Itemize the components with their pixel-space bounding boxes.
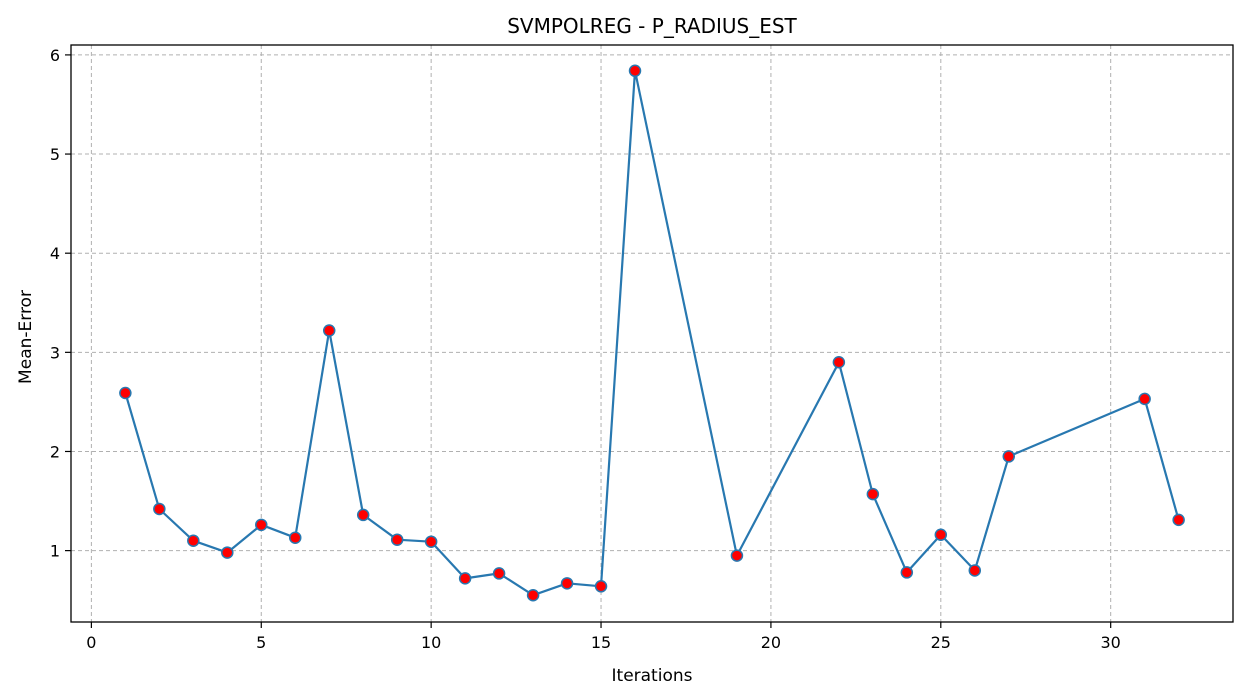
data-point	[221, 546, 234, 559]
data-series	[119, 64, 1185, 602]
y-axis-ticks: 1 2 3 4 5 6	[50, 46, 71, 561]
data-point	[900, 566, 914, 579]
data-point	[255, 518, 268, 532]
y-tick-label: 5	[50, 145, 60, 164]
data-point	[390, 533, 404, 546]
x-tick-label: 30	[1101, 633, 1121, 652]
data-point	[832, 356, 846, 369]
y-tick-label: 6	[50, 46, 60, 65]
x-tick-label: 10	[421, 633, 441, 652]
y-tick-label: 2	[50, 442, 60, 461]
x-tick-label: 25	[931, 633, 951, 652]
x-tick-label: 0	[86, 633, 96, 652]
x-tick-label: 20	[761, 633, 781, 652]
data-point	[594, 580, 608, 593]
y-axis-label: Mean-Error	[16, 290, 36, 384]
data-point	[153, 502, 166, 516]
y-tick-label: 3	[50, 343, 60, 362]
chart-title: SVMPOLREG - P_RADIUS_EST	[507, 14, 797, 38]
data-point	[526, 588, 540, 602]
data-point	[356, 508, 370, 522]
data-point	[968, 564, 982, 577]
data-point	[934, 528, 948, 542]
data-point	[1002, 450, 1016, 463]
grid-lines	[71, 45, 1233, 622]
data-point	[424, 535, 438, 548]
data-point	[322, 324, 336, 337]
plot-frame	[70, 44, 1234, 623]
y-tick-label: 4	[50, 244, 60, 263]
data-point	[1138, 392, 1151, 406]
x-tick-label: 15	[591, 633, 611, 652]
data-point	[288, 531, 302, 544]
data-point	[560, 577, 574, 590]
data-point	[866, 487, 880, 501]
series-line	[124, 69, 1180, 597]
data-point	[628, 64, 642, 78]
y-tick-label: 1	[50, 542, 60, 561]
data-point	[187, 534, 200, 547]
data-point	[1172, 513, 1185, 527]
data-point	[730, 549, 744, 562]
x-tick-label: 5	[256, 633, 266, 652]
data-point	[119, 386, 132, 400]
data-point	[458, 572, 472, 585]
data-point	[492, 567, 506, 580]
x-axis-ticks: 0 5 10 15 20 25 30	[86, 622, 1121, 652]
x-axis-label: Iterations	[612, 666, 693, 686]
